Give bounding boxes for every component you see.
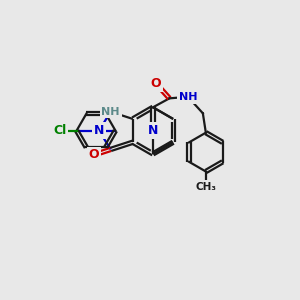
Text: N: N xyxy=(94,124,104,137)
Text: O: O xyxy=(151,77,161,90)
Text: NH: NH xyxy=(101,107,120,117)
Text: Cl: Cl xyxy=(54,124,67,137)
Text: O: O xyxy=(88,148,99,161)
Text: NH: NH xyxy=(179,92,197,102)
Text: N: N xyxy=(148,124,158,137)
Text: CH₃: CH₃ xyxy=(195,182,216,192)
